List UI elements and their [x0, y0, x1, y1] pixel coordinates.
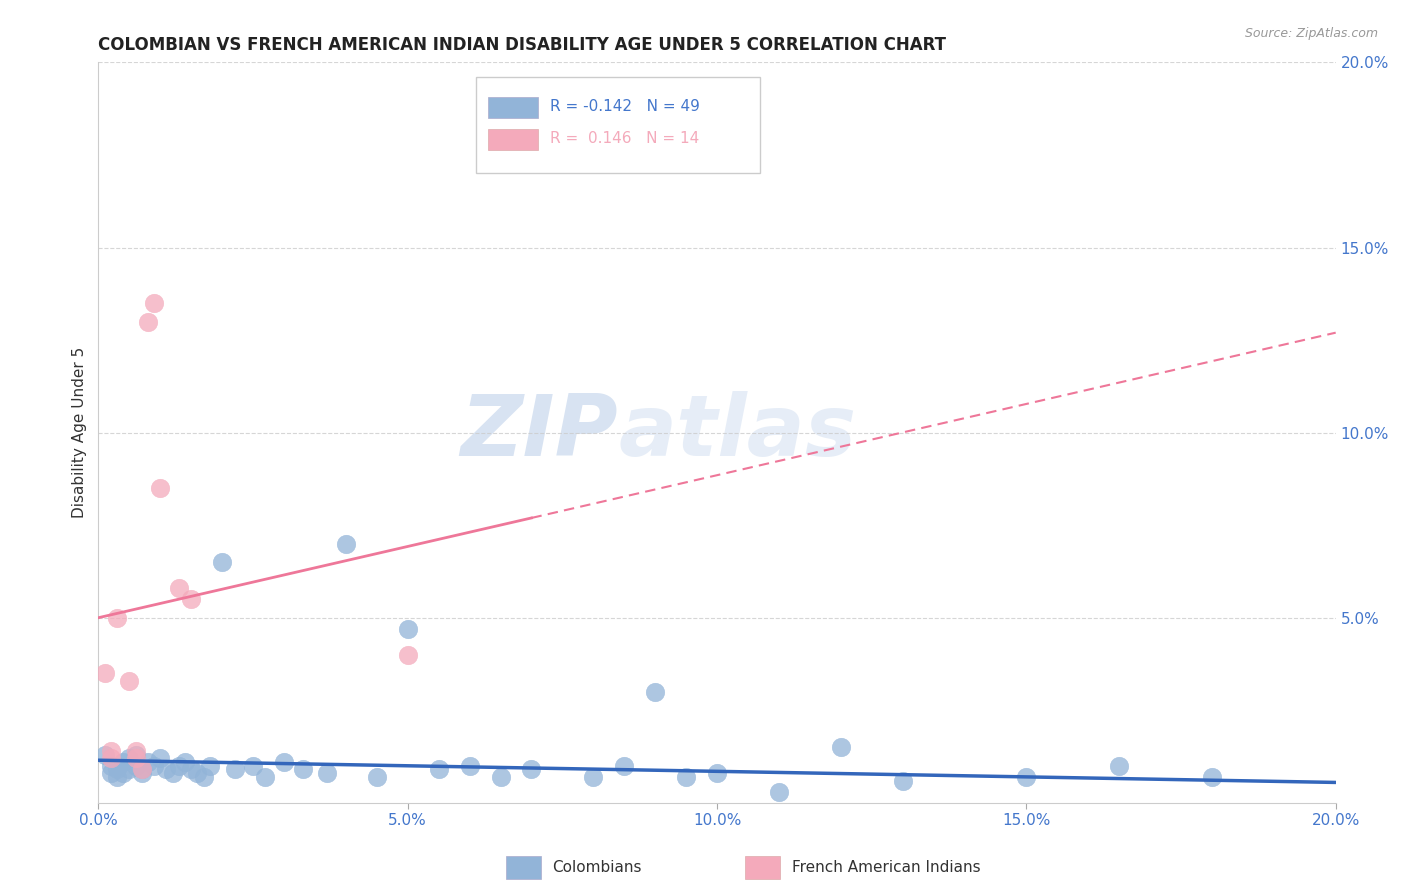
- Point: [174, 755, 197, 769]
- Point: [124, 758, 146, 772]
- Point: [93, 747, 115, 762]
- Point: [675, 770, 697, 784]
- Point: [706, 766, 728, 780]
- Point: [768, 785, 790, 799]
- FancyBboxPatch shape: [475, 78, 761, 174]
- Text: R =  0.146   N = 14: R = 0.146 N = 14: [550, 131, 699, 146]
- Point: [396, 622, 419, 636]
- Point: [316, 766, 339, 780]
- Text: COLOMBIAN VS FRENCH AMERICAN INDIAN DISABILITY AGE UNDER 5 CORRELATION CHART: COLOMBIAN VS FRENCH AMERICAN INDIAN DISA…: [98, 36, 946, 54]
- Point: [136, 755, 159, 769]
- Point: [112, 755, 135, 769]
- Point: [131, 766, 153, 780]
- Point: [112, 766, 135, 780]
- Point: [149, 751, 172, 765]
- Point: [167, 758, 190, 772]
- Point: [520, 763, 543, 777]
- Point: [366, 770, 388, 784]
- Point: [211, 555, 233, 569]
- Text: Colombians: Colombians: [553, 860, 643, 874]
- Point: [105, 770, 128, 784]
- Point: [118, 763, 141, 777]
- Point: [427, 763, 450, 777]
- Point: [458, 758, 481, 772]
- Point: [186, 766, 208, 780]
- Point: [105, 763, 128, 777]
- Point: [143, 296, 166, 310]
- Text: French American Indians: French American Indians: [792, 860, 980, 874]
- Point: [242, 758, 264, 772]
- Point: [124, 751, 146, 765]
- Point: [180, 592, 202, 607]
- Point: [118, 751, 141, 765]
- Point: [124, 744, 146, 758]
- Point: [100, 758, 122, 772]
- Text: Source: ZipAtlas.com: Source: ZipAtlas.com: [1244, 27, 1378, 40]
- Point: [396, 648, 419, 662]
- Point: [582, 770, 605, 784]
- Point: [273, 755, 295, 769]
- FancyBboxPatch shape: [488, 97, 537, 118]
- Point: [149, 481, 172, 495]
- FancyBboxPatch shape: [488, 129, 537, 150]
- Point: [100, 766, 122, 780]
- Point: [489, 770, 512, 784]
- Text: atlas: atlas: [619, 391, 856, 475]
- Point: [613, 758, 636, 772]
- Y-axis label: Disability Age Under 5: Disability Age Under 5: [72, 347, 87, 518]
- Point: [198, 758, 221, 772]
- Point: [830, 740, 852, 755]
- Point: [891, 773, 914, 788]
- Point: [155, 763, 177, 777]
- Text: ZIP: ZIP: [460, 391, 619, 475]
- Point: [193, 770, 215, 784]
- Point: [180, 763, 202, 777]
- Point: [124, 747, 146, 762]
- Point: [335, 537, 357, 551]
- Point: [100, 751, 122, 765]
- Point: [162, 766, 184, 780]
- Point: [131, 763, 153, 777]
- Point: [1108, 758, 1130, 772]
- Point: [644, 685, 666, 699]
- Point: [100, 744, 122, 758]
- Point: [136, 315, 159, 329]
- Point: [254, 770, 277, 784]
- Point: [1201, 770, 1223, 784]
- Point: [118, 673, 141, 688]
- Text: R = -0.142   N = 49: R = -0.142 N = 49: [550, 99, 700, 114]
- Point: [291, 763, 314, 777]
- Point: [1015, 770, 1038, 784]
- Point: [167, 581, 190, 595]
- Point: [131, 763, 153, 777]
- Point: [93, 666, 115, 681]
- Point: [143, 758, 166, 772]
- Point: [224, 763, 246, 777]
- Point: [105, 611, 128, 625]
